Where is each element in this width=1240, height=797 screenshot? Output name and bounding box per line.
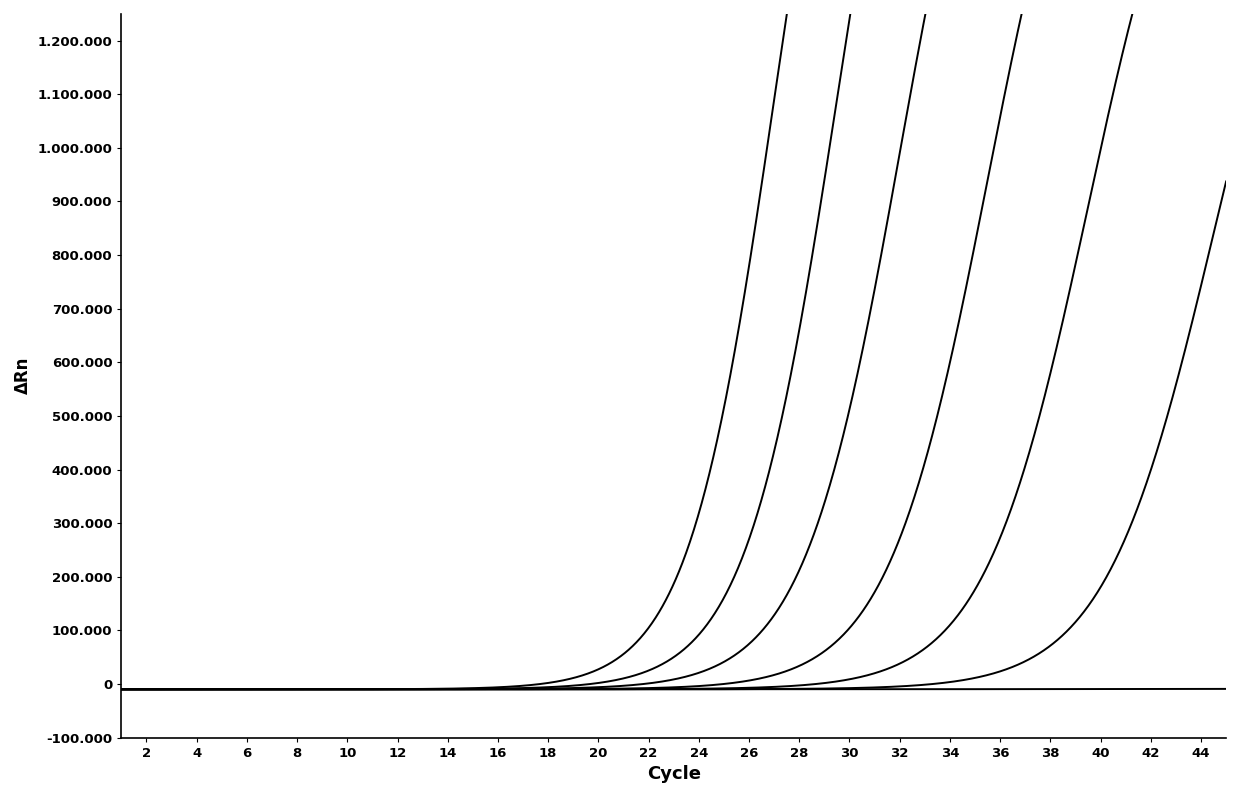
X-axis label: Cycle: Cycle	[647, 765, 701, 783]
Y-axis label: ΔRn: ΔRn	[14, 357, 32, 395]
